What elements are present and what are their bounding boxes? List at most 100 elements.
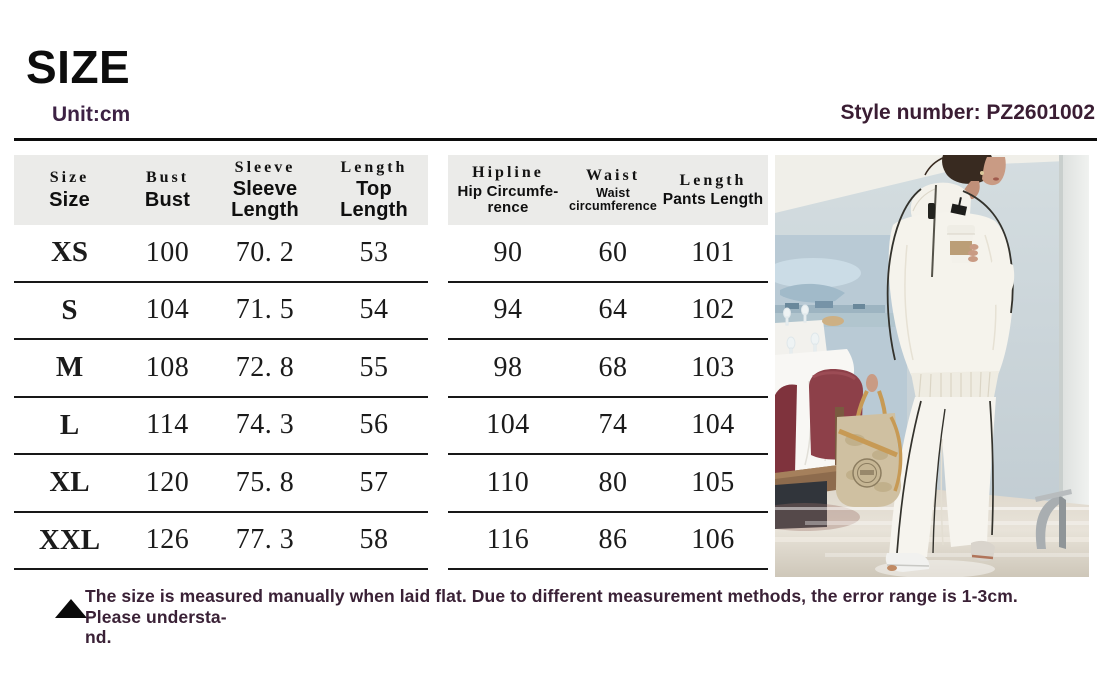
table-cell: 54 xyxy=(359,294,389,326)
table-cell: XXL xyxy=(38,523,101,556)
table-cell: 77. 3 xyxy=(235,524,295,556)
triangle-bullet-icon xyxy=(55,599,87,618)
table-row: XL 120 75. 8 57 xyxy=(14,455,428,513)
chest-logo xyxy=(950,197,968,216)
face xyxy=(982,157,1006,186)
pants xyxy=(889,397,996,557)
column-header-top-label: Size xyxy=(49,169,90,187)
waistband xyxy=(911,371,999,399)
table-cell: 104 xyxy=(691,409,735,441)
column-header-top-label: Sleeve xyxy=(234,158,296,176)
left-hand xyxy=(866,374,878,392)
table-cell: 106 xyxy=(691,524,735,556)
table-row: XXL 126 77. 3 58 xyxy=(14,513,428,570)
coffee-cup xyxy=(947,225,975,263)
jacket xyxy=(888,212,1014,379)
style-number: Style number: PZ2601002 xyxy=(840,101,1095,124)
hand-on-cup xyxy=(968,244,979,262)
piping-pants-left xyxy=(896,400,922,554)
table-row: S 104 71. 5 54 xyxy=(14,283,428,340)
table-cell: 101 xyxy=(691,236,735,268)
table-cell: 80 xyxy=(598,466,628,498)
page-title: SIZE xyxy=(26,41,131,93)
table-cell: 68 xyxy=(598,351,628,383)
column-header-top-label: Hipline xyxy=(472,164,544,182)
column-header-bottom-label: Pants Length xyxy=(662,191,764,209)
table-cell: 86 xyxy=(598,524,628,556)
table-body: 90 60 101 94 64 102 98 68 103 104 74 104 110 80 105 116… xyxy=(448,225,768,570)
column-header-hipline: Hipline Hip Circumfe- rence xyxy=(448,164,568,216)
column-header-bust: Bust Bust xyxy=(125,169,210,210)
divider-rule xyxy=(14,138,1097,141)
restaurant-tables xyxy=(775,304,870,529)
table-header: Hipline Hip Circumfe- rence Waist Waist … xyxy=(448,155,768,225)
hair xyxy=(942,155,994,184)
table-cell: 56 xyxy=(359,409,389,441)
table-cell: S xyxy=(61,293,78,326)
column-header-top-label: Waist xyxy=(585,166,641,184)
product-photo-illustration xyxy=(775,155,1089,577)
table-header: Size Size Bust Bust Sleeve Sleeve Length… xyxy=(14,155,428,225)
table-cell: 70. 2 xyxy=(235,236,295,268)
table-cell: 114 xyxy=(146,409,189,441)
pillar xyxy=(1059,155,1089,511)
table-cell: 110 xyxy=(486,466,530,498)
table-cell: 98 xyxy=(493,351,523,383)
table-row: 94 64 102 xyxy=(448,283,768,340)
column-header-bottom-label: Top Length xyxy=(340,178,408,222)
column-header-bottom-label: Bust xyxy=(144,188,191,211)
table-cell: XL xyxy=(49,466,90,499)
table-row: 104 74 104 xyxy=(448,398,768,455)
zipper-pull xyxy=(928,203,935,219)
column-header-size: Size Size xyxy=(14,169,125,210)
right-forearm xyxy=(972,257,1015,306)
piping-pants-right xyxy=(989,400,994,536)
table-cell: 103 xyxy=(691,351,735,383)
column-header-top-length: Length Top Length xyxy=(320,159,428,221)
column-header-bottom-label: Size xyxy=(49,188,90,211)
table-cell: 120 xyxy=(145,466,190,498)
column-header-bottom-label: Waist circumference xyxy=(568,186,658,214)
column-header-top-label: Bust xyxy=(145,169,190,187)
table-cell: 74 xyxy=(598,409,628,441)
ceiling xyxy=(775,155,1089,213)
table-cell: 55 xyxy=(359,351,389,383)
product-photo xyxy=(775,155,1089,577)
table-cell: 100 xyxy=(145,236,190,268)
table-cell: 75. 8 xyxy=(235,466,295,498)
table-cell: 57 xyxy=(359,466,389,498)
zipper xyxy=(931,184,937,278)
column-header-bottom-label: Hip Circumfe- rence xyxy=(457,183,559,217)
column-header-top-label: Length xyxy=(340,158,408,176)
table-cell: L xyxy=(59,408,80,441)
table-cell: 90 xyxy=(493,236,523,268)
table-row: 90 60 101 xyxy=(448,225,768,283)
piping-right-sleeve xyxy=(962,190,1014,314)
table-cell: 72. 8 xyxy=(235,351,295,383)
table-cell: 104 xyxy=(486,409,530,441)
column-header-sleeve-length: Sleeve Sleeve Length xyxy=(210,159,320,221)
table-cell: XS xyxy=(50,236,89,269)
table-cell: 108 xyxy=(145,351,190,383)
model-illustration xyxy=(835,155,1015,572)
tote-bag xyxy=(835,390,903,507)
table-cell: 64 xyxy=(598,294,628,326)
table-cell: 58 xyxy=(359,524,389,556)
measurement-disclaimer: The size is measured manually when laid … xyxy=(85,586,1018,648)
table-cell: 104 xyxy=(145,294,190,326)
column-header-bottom-label: Sleeve Length xyxy=(231,178,299,222)
table-row: 116 86 106 xyxy=(448,513,768,570)
top-size-table: Size Size Bust Bust Sleeve Sleeve Length… xyxy=(14,155,428,570)
table-cell: M xyxy=(55,351,84,384)
table-cell: 53 xyxy=(359,236,389,268)
column-header-waist: Waist Waist circumference xyxy=(568,167,658,214)
table-cell: 71. 5 xyxy=(235,294,295,326)
piping-left-sleeve xyxy=(886,188,922,361)
piping-pants-center xyxy=(932,408,946,554)
railing xyxy=(1035,489,1072,549)
table-cell: 60 xyxy=(598,236,628,268)
table-cell: 116 xyxy=(486,524,530,556)
table-body: XS 100 70. 2 53 S 104 71. 5 54 M 108 72. 8 55 L 114 74… xyxy=(14,225,428,570)
pants-size-table: Hipline Hip Circumfe- rence Waist Waist … xyxy=(448,155,768,570)
table-cell: 74. 3 xyxy=(235,409,295,441)
